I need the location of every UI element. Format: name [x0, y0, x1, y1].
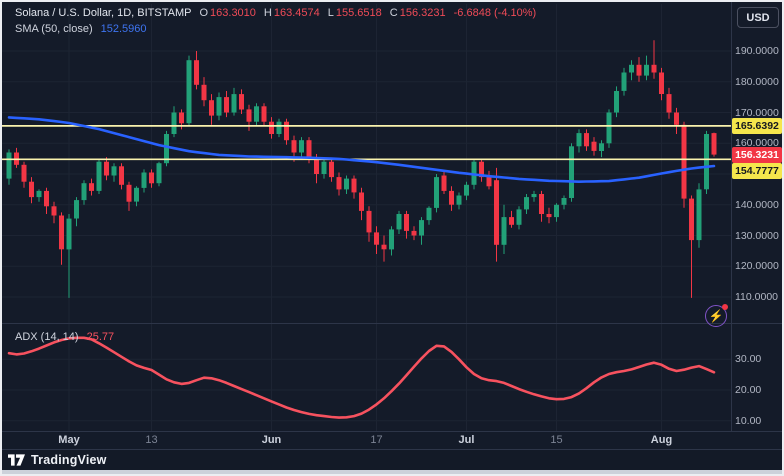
currency-toggle-button[interactable]: USD [737, 7, 779, 28]
price-axis-tick: 20.00 [735, 384, 762, 396]
hline-badge-upper[interactable]: 165.6392 [732, 117, 782, 134]
price-axis-tick: 170.0000 [735, 106, 779, 119]
sma-legend[interactable]: SMA (50, close) 152.5960 [15, 23, 147, 35]
ohlc-high: H 163.4574 [263, 7, 320, 19]
tradingview-brand[interactable]: TradingView [31, 453, 107, 467]
price-change: -6.6848 (-4.10%) [453, 7, 537, 19]
last-price-badge: 156.3231 [732, 146, 782, 163]
price-axis-tick: 190.0000 [735, 45, 779, 57]
adx-label: ADX (14, 14) [15, 331, 79, 343]
lightning-icon: ⚡ [708, 309, 724, 323]
price-axis-tick: 10.00 [735, 414, 762, 427]
time-axis-label: 17 [370, 434, 383, 446]
symbol-title[interactable]: Solana / U.S. Dollar, 1D, BITSTAMP [15, 7, 192, 19]
sma-value: 152.5960 [100, 23, 147, 35]
price-axis-tick: 120.0000 [735, 260, 779, 273]
price-axis-tick: 140.0000 [735, 198, 779, 211]
adx-legend[interactable]: ADX (14, 14) 25.77 [15, 331, 114, 343]
time-axis-label: Aug [650, 434, 673, 446]
footer-bar: TradingView [0, 449, 784, 470]
time-axis-label: May [58, 434, 80, 446]
hline-badge-lower[interactable]: 154.7777 [732, 163, 782, 180]
time-scale[interactable]: May 13 Jun 17 Jul 15 Aug [0, 431, 784, 449]
time-axis-label: Jul [458, 434, 475, 446]
ohlc-low: L 155.6518 [327, 7, 382, 19]
time-axis-label: 13 [145, 434, 158, 446]
price-axis-tick: 180.0000 [735, 75, 779, 88]
adx-value: 25.77 [86, 331, 115, 343]
ohlc-open: O 163.3010 [199, 7, 256, 19]
bottom-strip [0, 470, 784, 476]
sma-label: SMA (50, close) [15, 23, 93, 35]
price-scale[interactable]: 190.0000180.0000170.0000160.0000150.0000… [731, 0, 784, 431]
symbol-legend[interactable]: Solana / U.S. Dollar, 1D, BITSTAMP O 163.… [15, 7, 536, 19]
price-axis-tick: 110.0000 [735, 291, 779, 303]
ohlc-close: C 156.3231 [389, 7, 446, 19]
time-axis-label: Jun [261, 434, 282, 446]
time-axis-label: 15 [550, 434, 563, 446]
price-axis-tick: 160.0000 [735, 137, 779, 150]
tradingview-logo-icon[interactable] [8, 454, 25, 466]
price-axis-tick: 130.0000 [735, 229, 779, 242]
flash-button[interactable]: ⚡ [705, 304, 728, 327]
price-axis-tick: 30.00 [735, 353, 762, 366]
notification-dot [722, 304, 728, 310]
